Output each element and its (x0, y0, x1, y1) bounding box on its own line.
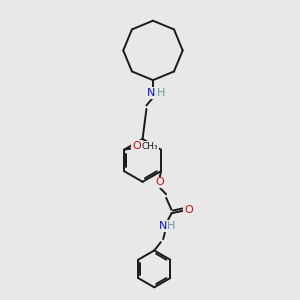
Text: N: N (158, 221, 167, 231)
Text: H: H (157, 88, 166, 98)
Text: O: O (132, 141, 141, 151)
Text: H: H (167, 221, 176, 231)
Text: N: N (147, 88, 156, 98)
Text: CH₃: CH₃ (142, 142, 158, 151)
Text: O: O (155, 177, 164, 188)
Text: O: O (184, 205, 193, 215)
